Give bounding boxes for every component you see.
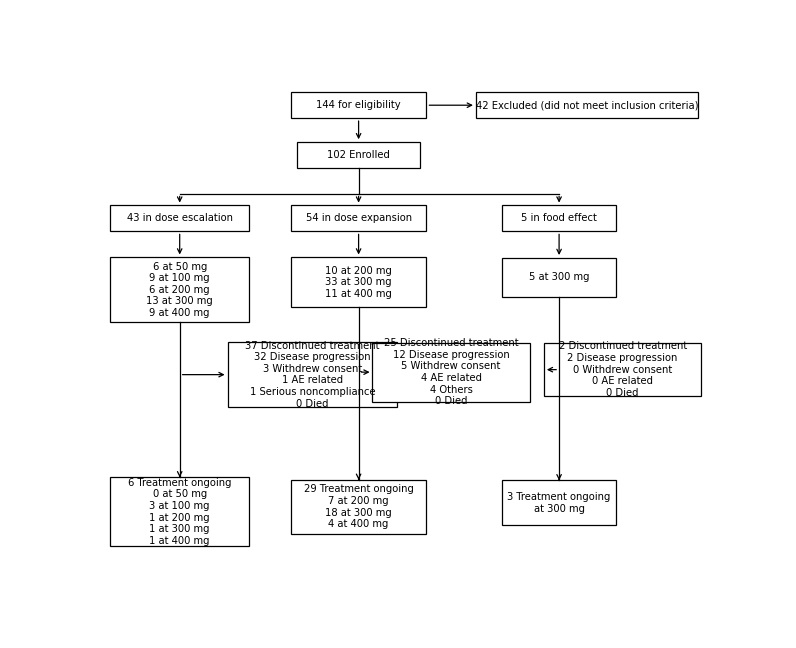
Text: 2 Discontinued treatment
2 Disease progression
0 Withdrew consent
0 AE related
0: 2 Discontinued treatment 2 Disease progr… (559, 341, 687, 398)
FancyBboxPatch shape (228, 342, 397, 407)
FancyBboxPatch shape (111, 257, 249, 322)
Text: 37 Discontinued treatment
32 Disease progression
3 Withdrew consent
1 AE related: 37 Discontinued treatment 32 Disease pro… (245, 341, 380, 409)
FancyBboxPatch shape (297, 142, 420, 168)
Text: 25 Discontinued treatment
12 Disease progression
5 Withdrew consent
4 AE related: 25 Discontinued treatment 12 Disease pro… (384, 338, 518, 406)
FancyBboxPatch shape (291, 92, 427, 118)
FancyBboxPatch shape (291, 205, 427, 231)
FancyBboxPatch shape (544, 343, 701, 396)
FancyBboxPatch shape (502, 480, 616, 526)
Text: 10 at 200 mg
33 at 300 mg
11 at 400 mg: 10 at 200 mg 33 at 300 mg 11 at 400 mg (325, 266, 392, 299)
Text: 29 Treatment ongoing
7 at 200 mg
18 at 300 mg
4 at 400 mg: 29 Treatment ongoing 7 at 200 mg 18 at 3… (303, 485, 414, 529)
Text: 102 Enrolled: 102 Enrolled (327, 150, 390, 160)
Text: 42 Excluded (did not meet inclusion criteria): 42 Excluded (did not meet inclusion crit… (475, 100, 698, 110)
Text: 6 Treatment ongoing
0 at 50 mg
3 at 100 mg
1 at 200 mg
1 at 300 mg
1 at 400 mg: 6 Treatment ongoing 0 at 50 mg 3 at 100 … (128, 478, 232, 546)
Text: 144 for eligibility: 144 for eligibility (316, 100, 401, 110)
FancyBboxPatch shape (111, 205, 249, 231)
FancyBboxPatch shape (502, 205, 616, 231)
Text: 5 in food effect: 5 in food effect (521, 213, 597, 224)
Text: 54 in dose expansion: 54 in dose expansion (306, 213, 412, 224)
FancyBboxPatch shape (476, 92, 698, 118)
Text: 43 in dose escalation: 43 in dose escalation (127, 213, 232, 224)
FancyBboxPatch shape (111, 478, 249, 546)
Text: 6 at 50 mg
9 at 100 mg
6 at 200 mg
13 at 300 mg
9 at 400 mg: 6 at 50 mg 9 at 100 mg 6 at 200 mg 13 at… (146, 262, 213, 318)
FancyBboxPatch shape (291, 480, 427, 534)
Text: 5 at 300 mg: 5 at 300 mg (529, 272, 589, 283)
Text: 3 Treatment ongoing
at 300 mg: 3 Treatment ongoing at 300 mg (507, 492, 611, 514)
FancyBboxPatch shape (502, 258, 616, 297)
FancyBboxPatch shape (291, 257, 427, 307)
FancyBboxPatch shape (373, 343, 530, 402)
